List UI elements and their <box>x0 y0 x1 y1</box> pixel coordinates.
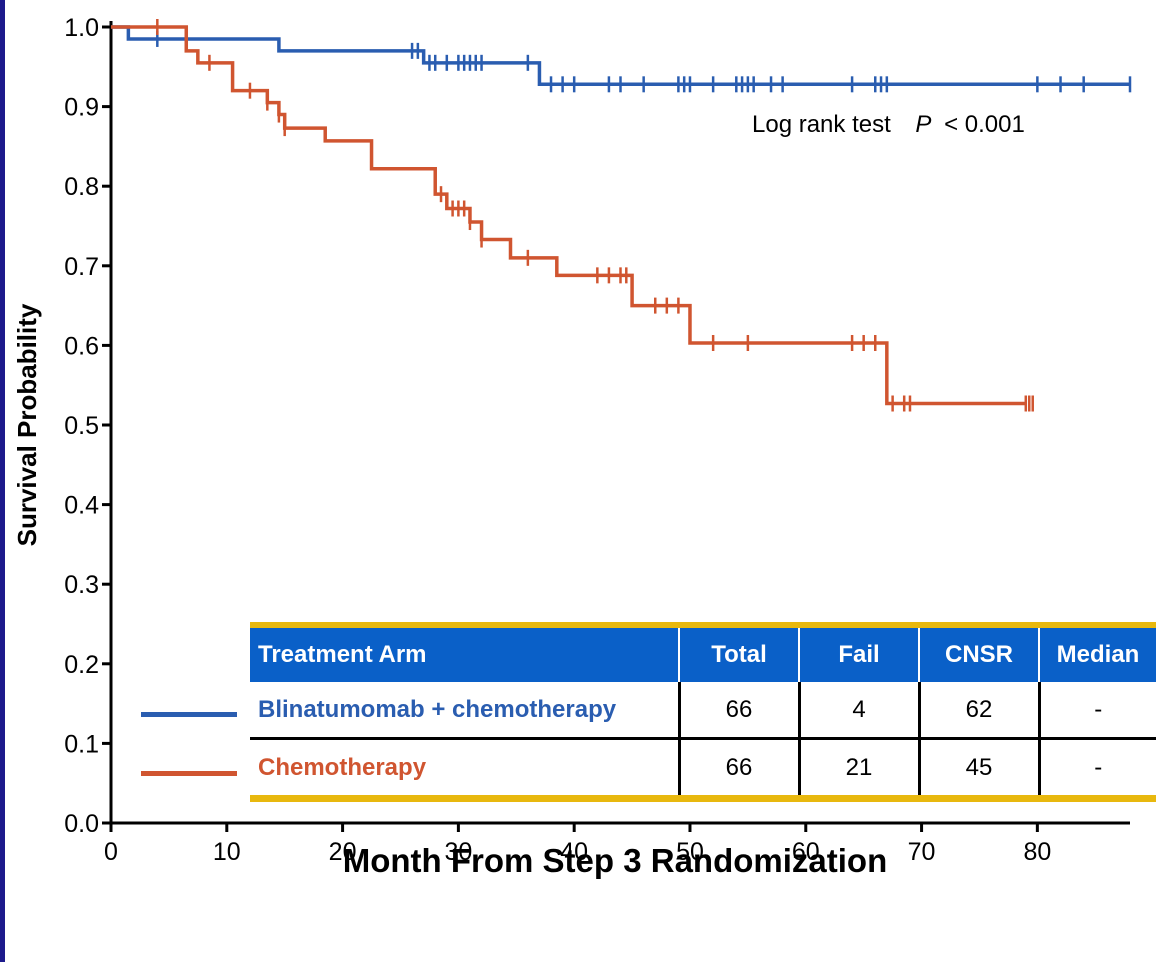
p-label: P <box>915 111 931 138</box>
x-tick-label: 80 <box>1023 838 1051 866</box>
cell-total: 66 <box>677 738 799 802</box>
y-tick-label: 0.4 <box>64 492 99 520</box>
logrank-label: Log rank test <box>752 111 891 138</box>
y-tick-label: 0.1 <box>64 730 99 758</box>
header-median: Median <box>1038 622 1156 682</box>
legend-line-blinatumomab <box>141 712 237 717</box>
x-tick-label: 60 <box>792 838 820 866</box>
y-tick-label: 0.0 <box>64 810 99 838</box>
frame-left-border <box>0 0 5 962</box>
series-line-0 <box>111 25 1130 87</box>
cell-median: - <box>1037 738 1156 802</box>
cell-fail: 21 <box>797 738 919 802</box>
summary-table: Treatment Arm Total Fail CNSR Median Bli… <box>250 622 1156 802</box>
header-total: Total <box>678 622 799 682</box>
x-tick-label: 10 <box>213 838 241 866</box>
x-tick-label: 40 <box>560 838 588 866</box>
arm-blinatumomab: Blinatumomab + chemotherapy <box>250 682 679 740</box>
y-tick-label: 0.3 <box>64 571 99 599</box>
survival-curves <box>111 19 1132 412</box>
arm-chemotherapy: Chemotherapy <box>250 738 679 802</box>
x-tick-label: 70 <box>908 838 936 866</box>
series-line-1 <box>111 25 1026 406</box>
y-tick-label: 0.8 <box>64 173 99 201</box>
table-row: Chemotherapy 66 21 45 - <box>250 738 1156 802</box>
y-tick-label: 0.6 <box>64 332 99 360</box>
y-tick-label: 0.7 <box>64 253 99 281</box>
header-cnsr: CNSR <box>918 622 1039 682</box>
y-tick-label: 0.5 <box>64 412 99 440</box>
y-tick-label: 0.9 <box>64 94 99 122</box>
y-tick-label: 0.2 <box>64 651 99 679</box>
cell-cnsr: 45 <box>917 738 1039 802</box>
x-tick-label: 20 <box>329 838 357 866</box>
table-header-row: Treatment Arm Total Fail CNSR Median <box>250 622 1156 682</box>
logrank-annotation: Log rank test P < 0.001 <box>752 111 1025 138</box>
cell-fail: 4 <box>797 682 919 740</box>
cell-total: 66 <box>677 682 799 740</box>
x-tick-label: 30 <box>444 838 472 866</box>
y-axis-title: Survival Probability <box>12 303 42 546</box>
x-axis-title: Month From Step 3 Randomization <box>343 842 887 879</box>
x-tick-label: 50 <box>676 838 704 866</box>
legend-line-chemotherapy <box>141 771 237 776</box>
table-row: Blinatumomab + chemotherapy 66 4 62 - <box>250 682 1156 740</box>
p-value: < 0.001 <box>944 111 1025 138</box>
header-fail: Fail <box>798 622 919 682</box>
axes: 0.0 0.1 0.2 0.3 0.4 0.5 0.6 0.7 0.8 0.9 1.0 0 10 20 30… <box>64 14 1130 866</box>
x-tick-label: 0 <box>104 838 118 866</box>
y-tick-label: 1.0 <box>64 14 99 42</box>
header-treatment-arm: Treatment Arm <box>250 622 679 682</box>
cell-cnsr: 62 <box>917 682 1039 740</box>
cell-median: - <box>1037 682 1156 740</box>
